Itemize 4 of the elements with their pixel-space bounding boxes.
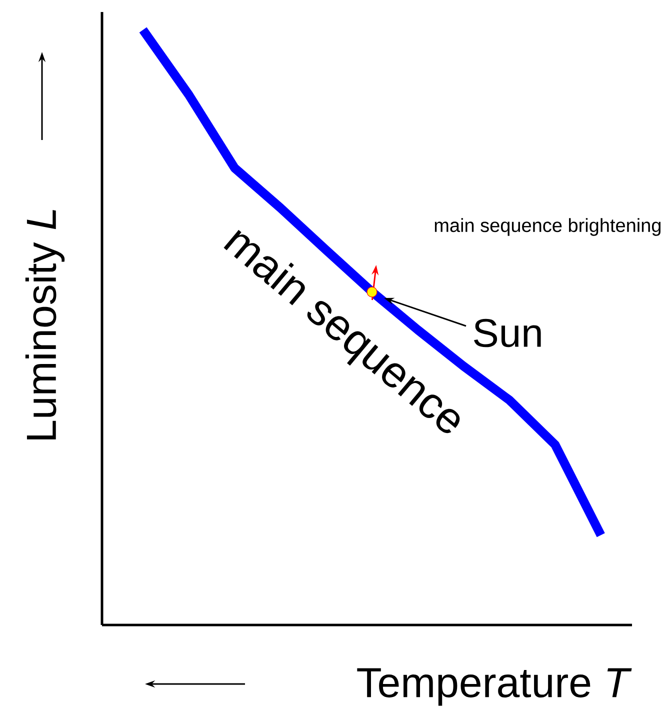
y-axis-title: Luminosity L [25, 210, 65, 440]
x-axis-title: Temperature T [357, 668, 632, 706]
annotation: main sequence brightening [434, 218, 661, 236]
annotation: Sun [474, 318, 541, 348]
